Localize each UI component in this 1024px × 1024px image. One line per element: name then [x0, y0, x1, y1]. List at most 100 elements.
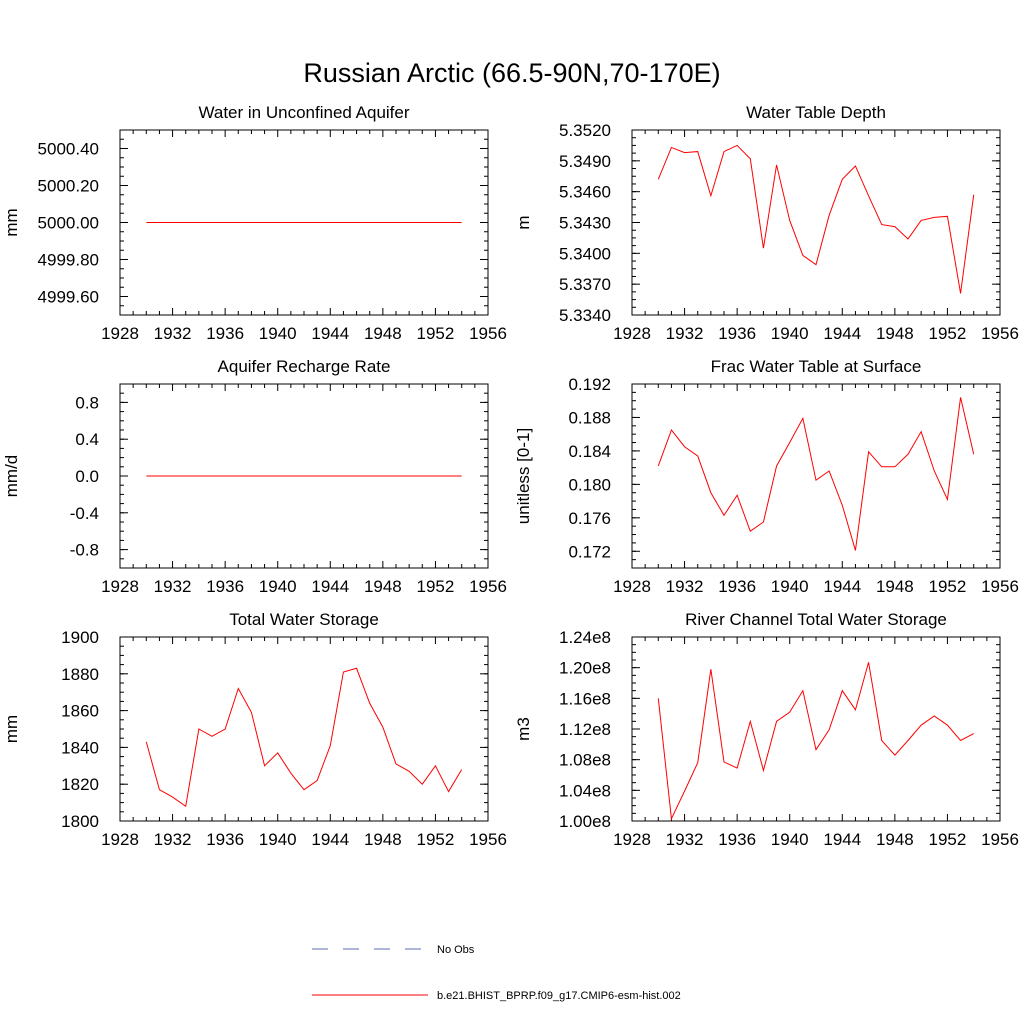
y-tick-label: 5.3370 [559, 275, 611, 294]
x-tick-label: 1932 [154, 577, 192, 596]
y-tick-label: 0.192 [568, 375, 611, 394]
y-tick-label: 0.184 [568, 442, 611, 461]
x-tick-label: 1944 [823, 577, 861, 596]
legend-label-no-obs: No Obs [437, 944, 475, 956]
y-tick-label: -0.4 [70, 504, 99, 523]
x-tick-label: 1936 [206, 324, 244, 343]
y-axis-label: m [514, 215, 533, 229]
x-tick-label: 1928 [613, 324, 651, 343]
x-tick-label: 1948 [364, 830, 402, 849]
x-tick-label: 1932 [154, 830, 192, 849]
y-tick-label: 1.16e8 [559, 689, 611, 708]
x-tick-label: 1932 [154, 324, 192, 343]
series-line-1 [657, 662, 974, 821]
y-tick-label: 1800 [61, 812, 99, 831]
x-tick-label: 1948 [876, 830, 914, 849]
y-tick-label: 1840 [61, 738, 99, 757]
y-tick-label: 0.172 [568, 542, 611, 561]
y-tick-label: 1.04e8 [559, 781, 611, 800]
y-tick-label: 5.3400 [559, 244, 611, 263]
x-tick-label: 1940 [259, 577, 297, 596]
figure-title: Russian Arctic (66.5-90N,70-170E) [303, 58, 720, 88]
x-tick-label: 1940 [771, 830, 809, 849]
x-tick-label: 1932 [666, 577, 704, 596]
x-tick-label: 1932 [666, 830, 704, 849]
plot-frame [631, 129, 1001, 316]
x-tick-label: 1928 [613, 577, 651, 596]
y-tick-label: 5000.40 [38, 140, 99, 159]
x-tick-label: 1952 [929, 577, 967, 596]
panel-title: Total Water Storage [229, 610, 379, 629]
x-tick-label: 1944 [311, 577, 349, 596]
x-tick-label: 1948 [364, 577, 402, 596]
y-tick-label: 4999.80 [38, 251, 99, 270]
panels: Water in Unconfined Aquifer mm 1928 1932 193… [2, 103, 1019, 849]
y-tick-label: 5.3490 [559, 152, 611, 171]
x-tick-label: 1956 [981, 830, 1019, 849]
x-tick-label: 1952 [929, 830, 967, 849]
x-tick-label: 1928 [101, 830, 139, 849]
x-tick-label: 1940 [771, 324, 809, 343]
series-line-1 [145, 667, 463, 808]
plot-frame [631, 636, 1001, 822]
y-tick-label: 1.20e8 [559, 659, 611, 678]
x-tick-label: 1928 [101, 577, 139, 596]
x-tick-label: 1948 [876, 324, 914, 343]
y-tick-label: 1.24e8 [559, 628, 611, 647]
x-tick-label: 1932 [666, 324, 704, 343]
x-tick-label: 1956 [469, 324, 507, 343]
panel-4: Frac Water Table at Surface unitless [0-1… [514, 357, 1019, 596]
y-axis-label: mm [2, 208, 21, 236]
x-tick-label: 1936 [206, 830, 244, 849]
y-tick-label: 0.180 [568, 475, 611, 494]
panel-3: Aquifer Recharge Rate mm/d 1928 1932 1936 194… [2, 357, 507, 596]
y-axis-label: m3 [514, 717, 533, 741]
x-tick-label: 1952 [417, 324, 455, 343]
y-axis-label: unitless [0-1] [514, 428, 533, 524]
y-tick-label: 5000.00 [38, 214, 99, 233]
x-tick-label: 1944 [311, 324, 349, 343]
x-tick-label: 1936 [718, 324, 756, 343]
series-line-1 [657, 397, 975, 551]
y-tick-label: 0.188 [568, 408, 611, 427]
y-tick-label: 1.00e8 [559, 812, 611, 831]
panel-title: River Channel Total Water Storage [685, 610, 947, 629]
y-tick-label: 0.0 [75, 467, 99, 486]
y-tick-label: 0.176 [568, 509, 611, 528]
y-tick-label: 5.3430 [559, 214, 611, 233]
y-tick-label: 1900 [61, 628, 99, 647]
x-tick-label: 1940 [771, 577, 809, 596]
y-tick-label: 0.4 [75, 430, 99, 449]
y-axis-label: mm [2, 715, 21, 743]
series-line-1 [657, 144, 975, 294]
y-tick-label: 1.08e8 [559, 751, 611, 770]
x-tick-label: 1956 [469, 577, 507, 596]
x-tick-label: 1948 [364, 324, 402, 343]
panel-1: Water in Unconfined Aquifer mm 1928 1932 193… [2, 103, 507, 343]
legend: No Obs b.e21.BHIST_BPRP.f09_g17.CMIP6-es… [312, 944, 681, 1002]
plot-frame [119, 636, 489, 822]
y-tick-label: 1.12e8 [559, 720, 611, 739]
panel-title: Frac Water Table at Surface [711, 357, 922, 376]
x-tick-label: 1952 [417, 577, 455, 596]
y-tick-label: 5000.20 [38, 177, 99, 196]
x-tick-label: 1944 [311, 830, 349, 849]
x-tick-label: 1944 [823, 324, 861, 343]
x-tick-label: 1936 [206, 577, 244, 596]
legend-label-model: b.e21.BHIST_BPRP.f09_g17.CMIP6-esm-hist.… [437, 990, 681, 1002]
panel-5: Total Water Storage mm 1928 1932 1936 1940 194… [2, 610, 507, 849]
y-tick-label: 0.8 [75, 393, 99, 412]
y-tick-label: 5.3520 [559, 121, 611, 140]
x-tick-label: 1940 [259, 830, 297, 849]
y-tick-label: 1880 [61, 665, 99, 684]
x-tick-label: 1952 [929, 324, 967, 343]
x-tick-label: 1940 [259, 324, 297, 343]
x-tick-label: 1936 [718, 577, 756, 596]
panel-2: Water Table Depth m 1928 1932 1936 1940 1944 19… [514, 103, 1019, 343]
y-tick-label: 1820 [61, 775, 99, 794]
x-tick-label: 1948 [876, 577, 914, 596]
x-tick-label: 1952 [417, 830, 455, 849]
x-tick-label: 1928 [101, 324, 139, 343]
